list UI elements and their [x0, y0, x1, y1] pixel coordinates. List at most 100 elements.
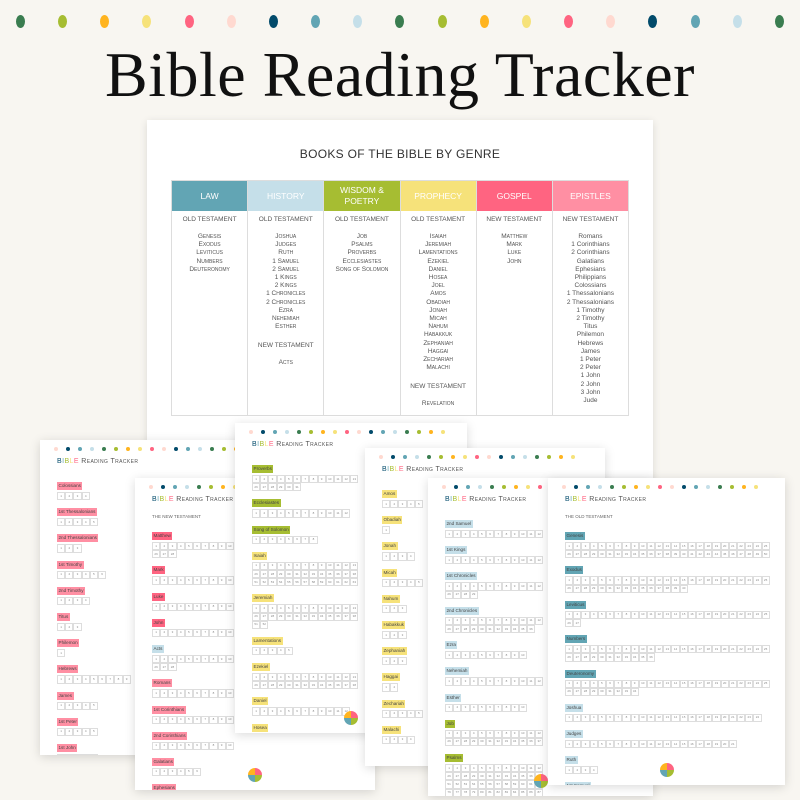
chapter-checkbox[interactable]: 8 — [309, 535, 318, 544]
chapter-checkbox[interactable]: 59 — [317, 578, 326, 587]
chapter-checkbox[interactable]: 1 — [57, 492, 66, 501]
chapter-checkbox[interactable]: 36 — [646, 653, 656, 662]
chapter-checkbox[interactable]: 6 — [605, 610, 615, 619]
chapter-checkbox[interactable]: 2 — [390, 604, 399, 613]
chapter-checkbox[interactable]: 9 — [317, 509, 326, 518]
chapter-checkbox[interactable]: 19 — [712, 542, 721, 551]
chapter-checkbox[interactable]: 2 — [453, 616, 462, 625]
chapter-checkbox[interactable]: 2 — [453, 729, 462, 738]
chapter-checkbox[interactable]: 31 — [605, 687, 615, 696]
chapter-checkbox[interactable]: 3 — [268, 561, 277, 570]
chapter-checkbox[interactable]: 4 — [469, 703, 478, 712]
chapter-checkbox[interactable]: 8 — [622, 576, 631, 585]
chapter-checkbox[interactable]: 7 — [494, 582, 503, 591]
chapter-checkbox[interactable]: 15 — [679, 679, 688, 688]
chapter-checkbox[interactable]: 35 — [325, 612, 334, 621]
chapter-checkbox[interactable]: 7 — [494, 729, 503, 738]
chapter-checkbox[interactable]: 57 — [494, 780, 503, 789]
chapter-checkbox[interactable]: 7 — [494, 651, 503, 660]
chapter-checkbox[interactable]: 26 — [252, 681, 261, 690]
chapter-checkbox[interactable]: 11 — [333, 561, 343, 570]
chapter-checkbox[interactable]: 86 — [526, 788, 536, 796]
chapter-checkbox[interactable]: 19 — [712, 576, 721, 585]
chapter-checkbox[interactable]: 10 — [638, 610, 647, 619]
chapter-checkbox[interactable]: 20 — [720, 610, 729, 619]
chapter-checkbox[interactable]: 3 — [73, 544, 82, 553]
chapter-checkbox[interactable]: 5 — [414, 578, 423, 587]
chapter-checkbox[interactable]: 35 — [518, 772, 527, 781]
chapter-checkbox[interactable]: 36 — [646, 584, 656, 593]
chapter-checkbox[interactable]: 24 — [753, 576, 762, 585]
chapter-checkbox[interactable]: 1 — [57, 570, 66, 579]
chapter-checkbox[interactable]: 1 — [152, 654, 161, 664]
chapter-checkbox[interactable]: 8 — [309, 604, 318, 613]
chapter-checkbox[interactable]: 35 — [325, 569, 334, 579]
chapter-checkbox[interactable]: 10 — [518, 764, 527, 773]
chapter-checkbox[interactable]: 37 — [535, 737, 544, 747]
chapter-checkbox[interactable]: 36 — [333, 569, 343, 579]
chapter-checkbox[interactable]: 6 — [192, 741, 202, 750]
chapter-checkbox[interactable]: 21 — [728, 610, 737, 619]
chapter-checkbox[interactable]: 4 — [276, 561, 285, 570]
chapter-checkbox[interactable]: 13 — [663, 645, 672, 654]
chapter-checkbox[interactable]: 29 — [469, 624, 478, 634]
chapter-checkbox[interactable]: 9 — [510, 764, 519, 773]
chapter-checkbox[interactable]: 15 — [679, 542, 688, 551]
chapter-checkbox[interactable]: 10 — [518, 729, 527, 738]
chapter-checkbox[interactable]: 3 — [398, 735, 407, 744]
chapter-checkbox[interactable]: 25 — [761, 576, 770, 585]
chapter-checkbox[interactable]: 2 — [260, 561, 269, 570]
chapter-checkbox[interactable]: 13 — [350, 673, 359, 682]
chapter-checkbox[interactable]: 17 — [696, 645, 705, 654]
chapter-checkbox[interactable]: 32 — [301, 612, 310, 621]
chapter-checkbox[interactable]: 7 — [201, 602, 210, 611]
chapter-checkbox[interactable]: 26 — [252, 569, 261, 579]
chapter-checkbox[interactable]: 34 — [510, 624, 519, 634]
chapter-checkbox[interactable]: 5 — [477, 764, 486, 773]
chapter-checkbox[interactable]: 2 — [160, 654, 169, 664]
chapter-checkbox[interactable]: 2 — [573, 713, 582, 723]
chapter-checkbox[interactable]: 10 — [225, 576, 234, 585]
chapter-checkbox[interactable]: 49 — [753, 550, 762, 559]
chapter-checkbox[interactable]: 30 — [597, 653, 606, 662]
chapter-checkbox[interactable]: 24 — [753, 713, 762, 723]
chapter-checkbox[interactable]: 6 — [605, 679, 615, 688]
chapter-checkbox[interactable]: 12 — [655, 740, 664, 749]
chapter-checkbox[interactable]: 3 — [581, 576, 590, 585]
chapter-checkbox[interactable]: 5 — [477, 677, 486, 686]
chapter-checkbox[interactable]: 27 — [573, 584, 582, 593]
chapter-checkbox[interactable]: 9 — [510, 651, 519, 660]
chapter-checkbox[interactable]: 5 — [284, 561, 293, 570]
chapter-checkbox[interactable]: 1 — [565, 713, 574, 723]
chapter-checkbox[interactable]: 17 — [696, 610, 705, 619]
chapter-checkbox[interactable]: 4 — [469, 677, 478, 686]
chapter-checkbox[interactable]: 8 — [209, 741, 218, 750]
chapter-checkbox[interactable]: 1 — [252, 604, 261, 613]
chapter-checkbox[interactable]: 16 — [687, 713, 696, 723]
chapter-checkbox[interactable]: 15 — [679, 576, 688, 585]
chapter-checkbox[interactable]: 38 — [350, 681, 359, 690]
chapter-checkbox[interactable]: 2 — [390, 552, 399, 561]
chapter-checkbox[interactable]: 18 — [704, 610, 713, 619]
chapter-checkbox[interactable]: 32 — [614, 550, 623, 559]
chapter-checkbox[interactable]: 10 — [518, 582, 527, 591]
chapter-checkbox[interactable]: 8 — [502, 530, 511, 539]
chapter-checkbox[interactable]: 19 — [712, 610, 721, 619]
chapter-checkbox[interactable]: 2 — [260, 604, 269, 613]
chapter-checkbox[interactable]: 79 — [469, 788, 478, 796]
chapter-checkbox[interactable]: 81 — [485, 788, 495, 796]
chapter-checkbox[interactable]: 1 — [445, 677, 454, 686]
chapter-checkbox[interactable]: 13 — [350, 475, 359, 484]
chapter-checkbox[interactable]: 76 — [445, 788, 454, 796]
chapter-checkbox[interactable]: 27 — [453, 624, 462, 634]
chapter-checkbox[interactable]: 83 — [502, 788, 511, 796]
chapter-checkbox[interactable]: 8 — [622, 645, 631, 654]
chapter-checkbox[interactable]: 3 — [73, 753, 82, 755]
chapter-checkbox[interactable]: 13 — [663, 576, 672, 585]
chapter-checkbox[interactable]: 4 — [176, 542, 185, 551]
chapter-checkbox[interactable]: 10 — [518, 530, 527, 539]
chapter-checkbox[interactable]: 56 — [485, 780, 495, 789]
chapter-checkbox[interactable]: 56 — [292, 578, 302, 587]
chapter-checkbox[interactable]: 4 — [469, 530, 478, 539]
chapter-checkbox[interactable]: 31 — [605, 550, 615, 559]
